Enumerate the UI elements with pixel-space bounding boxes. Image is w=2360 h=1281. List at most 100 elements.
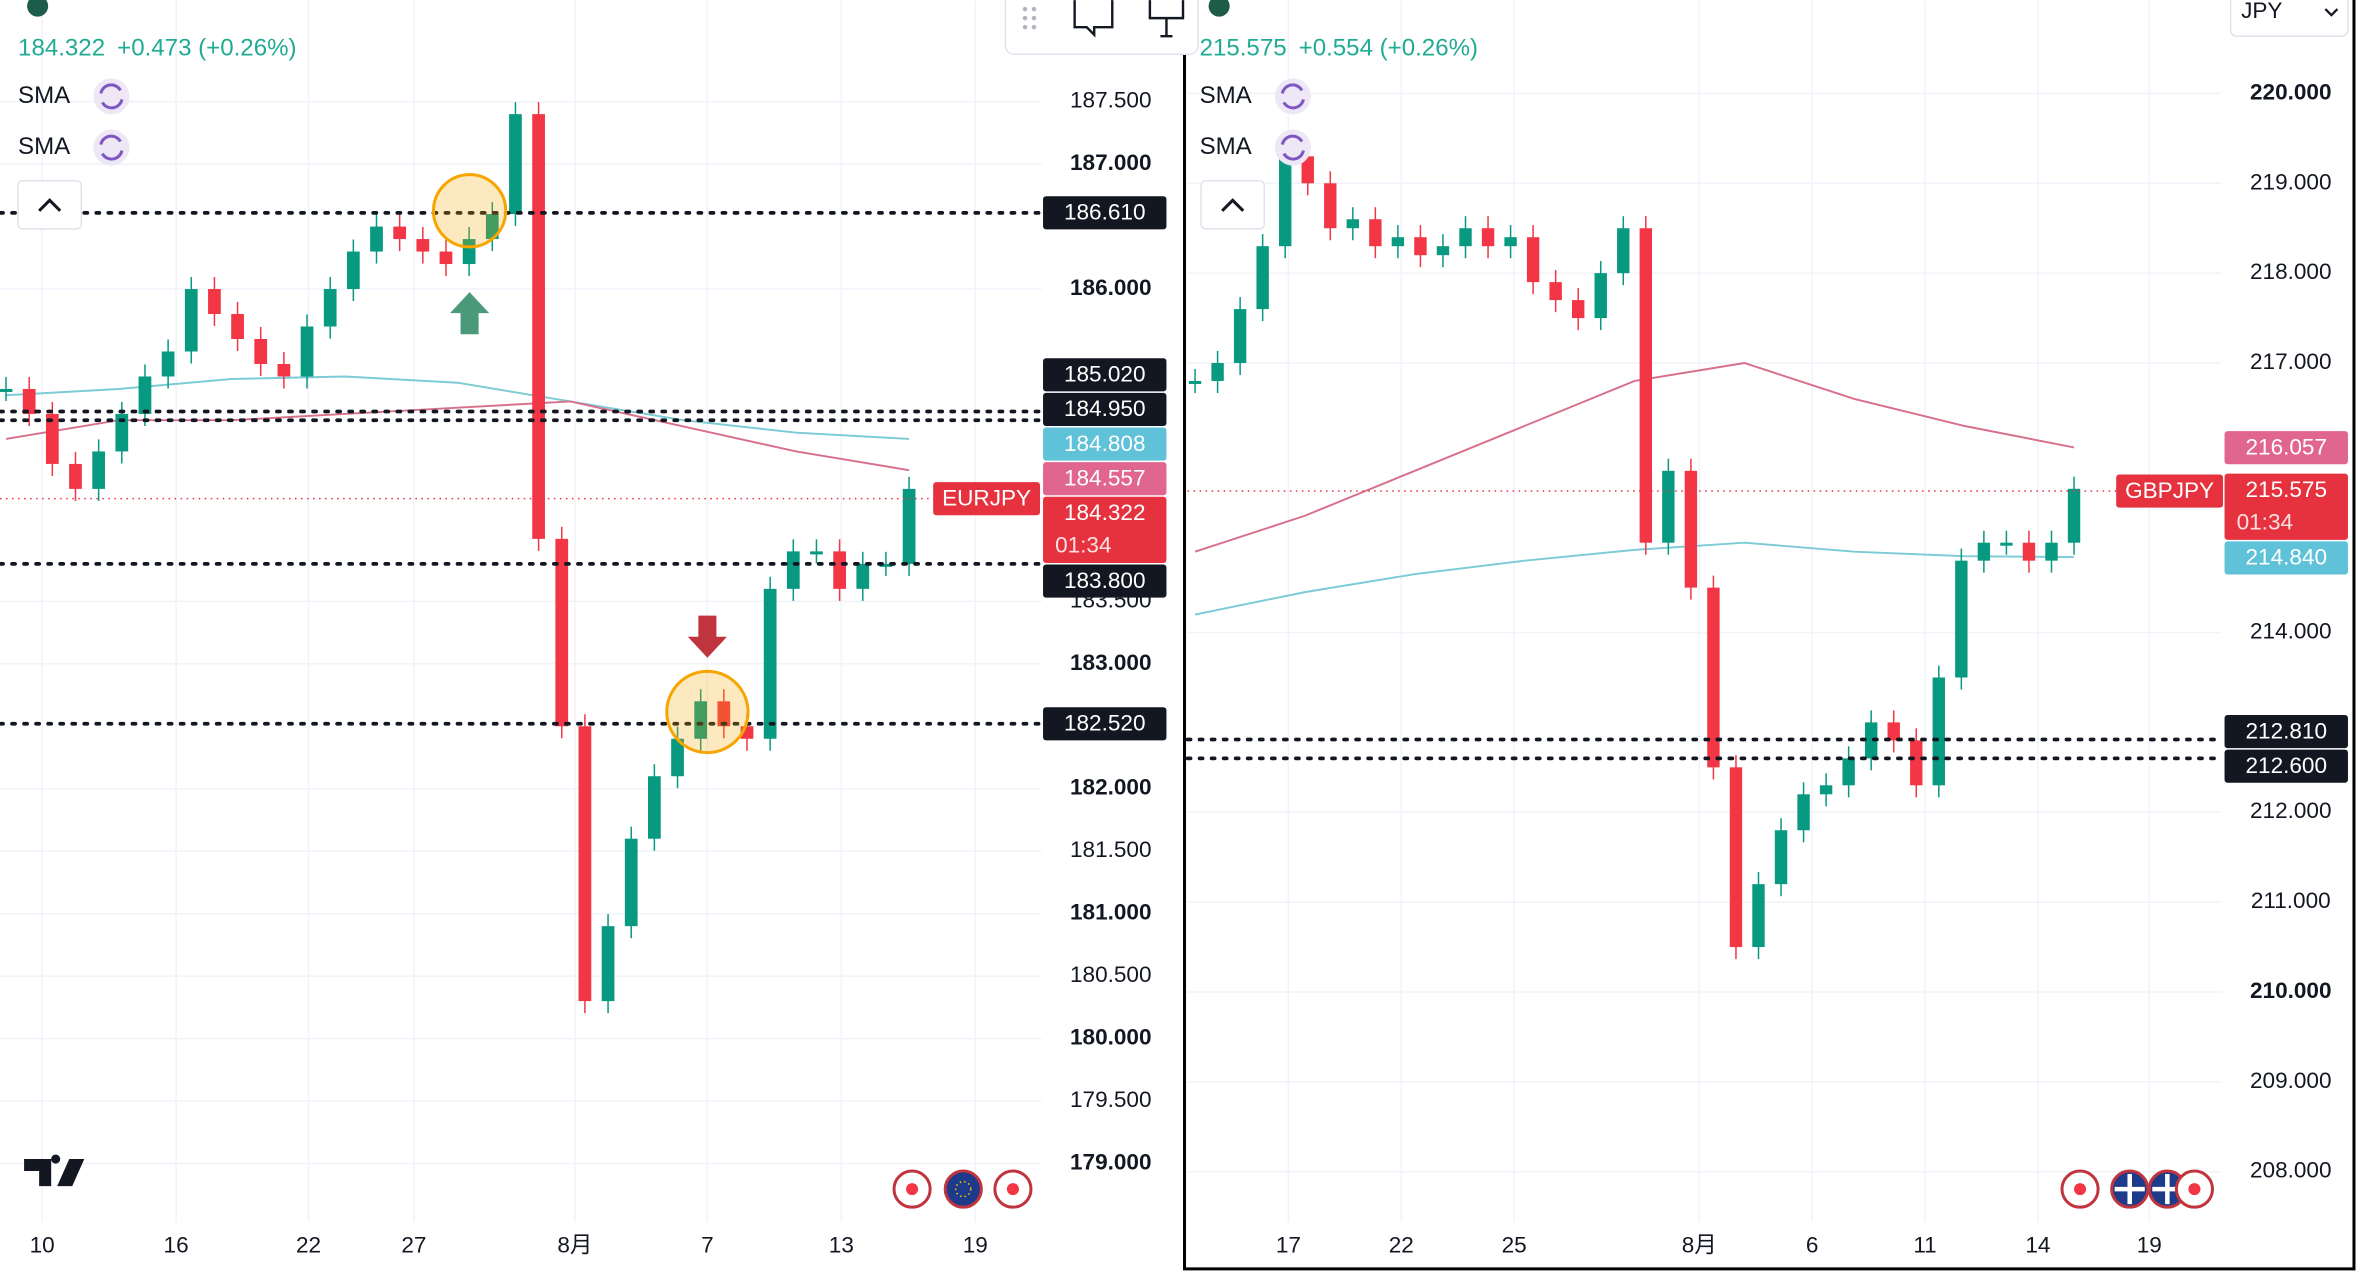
text-tool[interactable] [1148,0,1185,38]
comment-tool[interactable] [1073,0,1114,38]
y-tick-label: 179.000 [1070,1149,1152,1174]
candle [1436,246,1450,256]
candle [1662,470,1675,543]
candle [1256,246,1269,310]
candle [786,551,800,589]
y-tick-label: 208.000 [2250,1158,2332,1183]
candle [1279,156,1292,247]
y-tick-label: 187.000 [1070,150,1152,175]
candle [1684,470,1698,588]
price-label-box [1043,496,1167,563]
candle [138,376,152,414]
price-label: 185.020 [1064,362,1146,387]
drag-handle [1022,6,1037,30]
candle [1774,830,1788,885]
y-tick-label: 210.000 [2250,978,2332,1003]
candle [45,413,59,464]
candle [1504,237,1517,247]
y-tick-label: 183.000 [1070,650,1152,675]
candle [1549,282,1562,301]
candle [532,114,545,539]
candle [231,314,244,339]
price-label-box [1043,427,1167,461]
price-label-box [1043,392,1167,427]
candle [1864,722,1878,759]
price-label-box [1043,707,1167,741]
x-tick-label: 22 [1389,1232,1414,1257]
y-tick-label: 209.000 [2250,1068,2332,1093]
candle [2067,488,2081,543]
price-label-box [2224,749,2348,783]
collapse-button[interactable] [1200,179,1266,230]
change: +0.554 (+0.26%) [1299,35,1478,62]
currency: JPY [2241,0,2282,23]
x-tick-label: 11 [1913,1232,1936,1257]
y-tick-label: 180.500 [1070,962,1152,987]
y-tick-label: 214.000 [2250,619,2332,644]
grid [0,0,2222,1223]
candle [254,338,268,364]
highlight-circle [431,173,508,249]
indicator[interactable]: SMA [1200,82,1253,109]
currency-dropdown[interactable] [2229,0,2349,37]
indicator[interactable]: SMA [1200,133,1253,160]
candle [1752,884,1765,948]
x-tick-label: 8月 [1682,1232,1717,1257]
x-tick-label: 27 [401,1232,426,1257]
x-tick-label: 10 [30,1232,55,1257]
price-label-box [1043,564,1167,598]
candle [370,226,383,252]
indicator[interactable]: SMA [18,82,71,109]
x-tick-label: 25 [1502,1232,1527,1257]
collapse-button[interactable] [17,179,83,230]
y-tick-label: 218.000 [2250,259,2332,284]
candle [833,551,846,589]
price-label-box [2224,473,2348,540]
y-tick-label: 179.500 [1070,1087,1152,1112]
y-tick-label: 220.000 [2250,79,2332,104]
price-label-box [1043,462,1167,496]
down-arrow [687,615,727,658]
y-tick-label: 186.000 [1070,275,1152,300]
candle [2000,542,2013,546]
price-label: 212.600 [2245,753,2327,778]
candle [1459,228,1472,247]
candle [208,289,221,315]
x-tick-label: 17 [1276,1232,1301,1257]
candle [671,738,684,777]
symbol-tag[interactable] [933,482,1041,516]
price-label: 215.575 [2245,477,2327,502]
candle [485,214,499,240]
candle [856,563,870,589]
candle [1819,785,1833,795]
candle [902,488,916,564]
candle [416,239,430,252]
countdown: 01:34 [2237,509,2293,534]
refresh-glyph [1280,134,1305,161]
price-label-box [2224,715,2348,749]
candle [1391,237,1405,247]
candle [694,701,708,739]
candle [717,701,731,727]
candle [648,776,661,839]
countdown: 01:34 [1055,532,1111,557]
event-icons [892,1169,2215,1209]
price-label: 214.840 [2245,545,2327,570]
candle [1729,767,1743,948]
y-tick-label: 180.000 [1070,1025,1152,1050]
symbol: GBPJPY [2125,478,2214,503]
candle [22,388,36,414]
candle [1369,219,1382,247]
price-label: 184.557 [1064,465,1146,490]
y-tick-label: 187.500 [1070,88,1152,113]
quote: 184.322 +0.473 (+0.26%) [18,35,296,62]
candle [1211,362,1224,381]
candle [1910,740,1923,786]
symbol-tag[interactable] [2116,474,2224,508]
y-tick-label: 181.000 [1070,900,1152,925]
candle [1797,794,1810,831]
candle [323,289,337,327]
indicator[interactable]: SMA [18,133,71,160]
x-tick-label: 19 [2137,1232,2162,1257]
